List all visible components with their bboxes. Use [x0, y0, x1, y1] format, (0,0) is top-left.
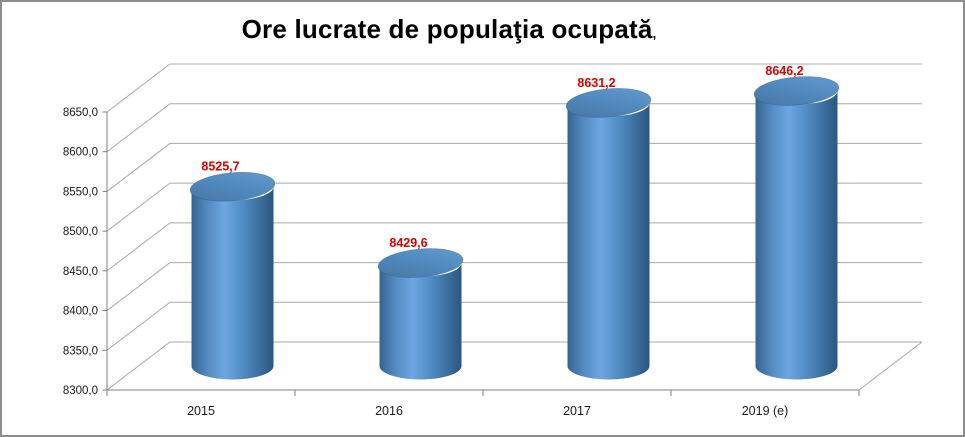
cylinder-top: [377, 248, 464, 278]
data-label: 8429,6: [389, 236, 427, 250]
y-tick-label: 8600,0: [63, 147, 98, 159]
cylinder-bar-2015[interactable]: [189, 169, 276, 380]
data-label: 8525,7: [201, 160, 239, 174]
data-labels: 8525,7 8429,6 8631,2 8646,2: [201, 64, 803, 250]
cylinder-body: [567, 102, 650, 380]
chart-title-text: Ore lucrate de populaţia ocupată: [241, 14, 653, 44]
x-category-label: 2017: [563, 404, 591, 418]
cylinder-body: [755, 91, 838, 380]
y-tick-label: 8450,0: [63, 266, 98, 278]
data-label: 8646,2: [765, 64, 803, 78]
cylinder-body: [191, 186, 274, 380]
y-tick-label: 8550,0: [63, 186, 98, 198]
y-axis-tick-labels: 8300,0 8350,0 8400,0 8450,0 8500,0 8550,0 8600…: [63, 107, 98, 397]
cylinder-bar-2019e[interactable]: [753, 73, 840, 380]
cylinder-bar-2017[interactable]: [565, 85, 652, 380]
data-label: 8631,2: [577, 76, 615, 90]
y-tick-label: 8650,0: [63, 107, 98, 119]
chart-title-footnote-comma: ,: [652, 26, 657, 41]
y-tick-label: 8500,0: [63, 226, 98, 238]
y-tick-label: 8350,0: [63, 345, 98, 357]
cylinder-top: [753, 76, 840, 106]
cylinder-series: [189, 73, 840, 380]
y-tick-label: 8300,0: [63, 385, 98, 397]
cylinder-body: [379, 263, 462, 380]
cylinder-top: [189, 171, 276, 202]
x-axis-category-labels: 2015 2016 2017 2019 (e): [187, 404, 788, 418]
cylinder-top: [565, 88, 652, 118]
x-category-label: 2015: [187, 404, 215, 418]
x-category-label: 2019 (e): [742, 404, 789, 418]
axes: [106, 112, 923, 396]
x-category-label: 2016: [375, 404, 403, 418]
y-tick-label: 8400,0: [63, 306, 98, 318]
cylinder-bar-2016[interactable]: [377, 245, 464, 380]
chart-title: Ore lucrate de populaţia ocupată,: [2, 14, 896, 45]
